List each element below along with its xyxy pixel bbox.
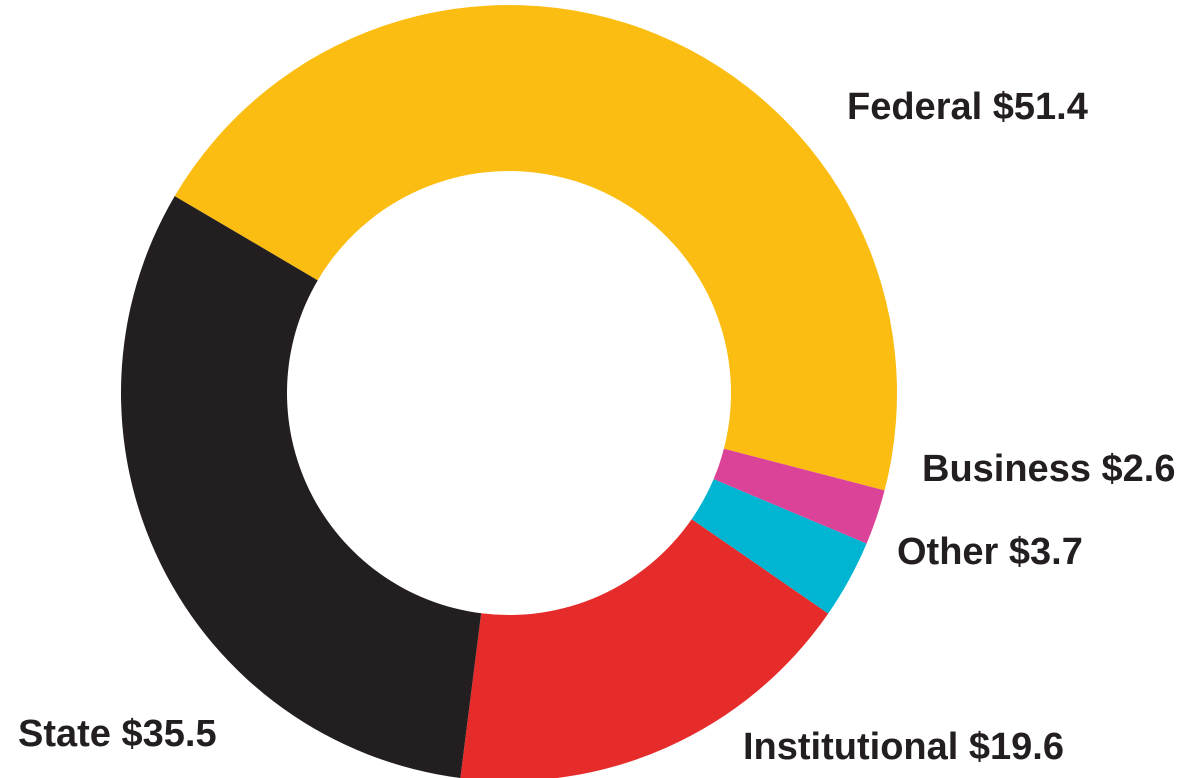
label-federal: Federal $51.4 (847, 86, 1088, 128)
donut-slices (120, 5, 898, 778)
slice-business (713, 448, 885, 544)
slice-institutional (460, 519, 829, 778)
label-business: Business $2.6 (922, 448, 1175, 490)
slice-other (691, 479, 867, 614)
label-other: Other $3.7 (897, 531, 1083, 573)
label-state: State $35.5 (18, 713, 217, 755)
slice-labels: Federal $51.4 Business $2.6 Other $3.7 Inst… (18, 86, 1175, 768)
label-institutional: Institutional $19.6 (743, 726, 1064, 768)
slice-state (120, 196, 482, 778)
slice-federal (174, 5, 898, 491)
